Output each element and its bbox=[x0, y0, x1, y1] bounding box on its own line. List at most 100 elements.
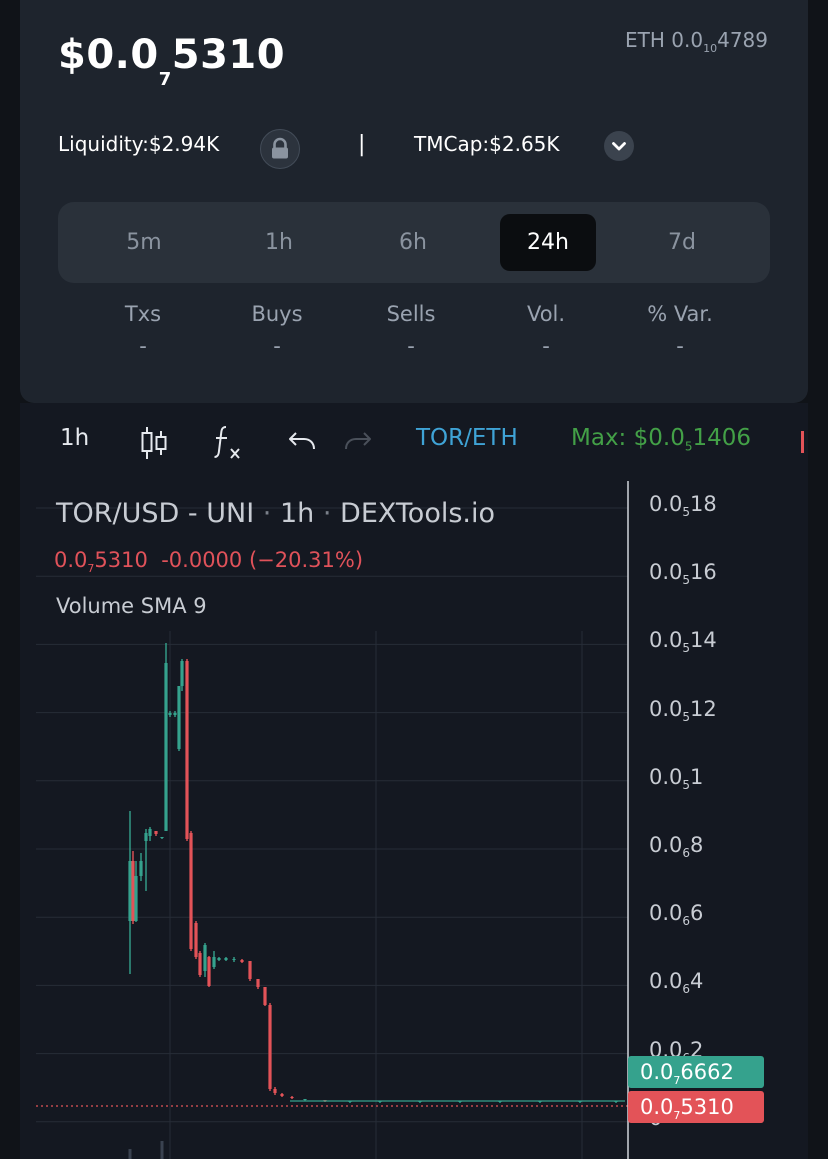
current-price-zero-count: 7 bbox=[673, 1109, 681, 1123]
metric-sells: Sells - bbox=[351, 302, 471, 358]
price-axis-label: 0.0518 bbox=[649, 492, 717, 520]
metric-label: % Var. bbox=[647, 302, 713, 326]
max-price-zero-count: 5 bbox=[684, 439, 693, 454]
metric-buys: Buys - bbox=[217, 302, 337, 358]
undo-icon[interactable] bbox=[286, 427, 318, 457]
price-axis-label: 0.0516 bbox=[649, 560, 717, 588]
candlestick-icon[interactable] bbox=[138, 423, 170, 463]
volume-bar bbox=[160, 1141, 164, 1159]
candle-body bbox=[198, 953, 202, 975]
timeframe-tabs: 5m 1h 6h 24h 7d bbox=[58, 202, 770, 283]
tmcap-value: $2.65K bbox=[489, 132, 560, 156]
liquidity-value: $2.94K bbox=[148, 132, 220, 156]
price-axis-label: 0.051 bbox=[649, 764, 704, 792]
eth-price: ETH 0.0104789 bbox=[625, 28, 768, 55]
tab-5m[interactable]: 5m bbox=[126, 230, 162, 255]
candle-body bbox=[189, 833, 193, 949]
price-chart-panel: 1h TOR/ETH Max: $0.051406 bbox=[20, 403, 808, 1159]
token-summary-card: $0.075310 ETH 0.0104789 Liquidity:$2.94K… bbox=[20, 0, 808, 403]
candle-body bbox=[248, 961, 252, 979]
stat-separator: | bbox=[358, 132, 366, 157]
max-price: Max: $0.051406 bbox=[571, 425, 751, 454]
candle-body bbox=[148, 829, 152, 836]
tab-24h[interactable]: 24h bbox=[500, 214, 596, 271]
tmcap-dropdown-button[interactable] bbox=[604, 131, 634, 161]
legend-symbol: TOR/USD bbox=[56, 498, 180, 529]
candle-body bbox=[212, 957, 216, 967]
tab-1h[interactable]: 1h bbox=[265, 230, 293, 255]
tmcap-stat: TMCap:$2.65K bbox=[414, 132, 560, 156]
volume-indicator-label: Volume SMA 9 bbox=[56, 594, 207, 618]
candle-body bbox=[173, 713, 177, 715]
tab-7d[interactable]: 7d bbox=[668, 230, 696, 255]
metric-value: - bbox=[273, 334, 281, 358]
candle-body bbox=[217, 958, 221, 960]
token-price: $0.075310 bbox=[58, 32, 286, 90]
redo-icon[interactable] bbox=[342, 427, 374, 457]
metric-label: Buys bbox=[251, 302, 303, 326]
price-axis-label: 0.0514 bbox=[649, 628, 717, 656]
lock-button[interactable] bbox=[260, 129, 300, 169]
candle-body bbox=[256, 979, 260, 987]
price-zero-count: 7 bbox=[158, 69, 172, 90]
last-price-zero-count: 7 bbox=[673, 1074, 681, 1088]
candle-body bbox=[207, 957, 211, 986]
legend-interval: 1h bbox=[279, 498, 315, 529]
price-tail: 5310 bbox=[171, 32, 286, 78]
candle-body bbox=[303, 1099, 307, 1100]
legend-exchange: UNI bbox=[206, 498, 255, 529]
last-price-prefix: 0.0 bbox=[640, 1060, 674, 1084]
eth-price-prefix: ETH 0.0 bbox=[625, 28, 704, 52]
liquidity-label: Liquidity: bbox=[58, 132, 149, 156]
candle-body bbox=[203, 945, 207, 971]
chart-legend-title: TOR/USD - UNI · 1h · DEXTools.io bbox=[56, 498, 495, 529]
candle-body bbox=[290, 1097, 294, 1098]
candle-body bbox=[177, 686, 181, 749]
metric-label: Vol. bbox=[526, 302, 566, 326]
eth-price-tail: 4789 bbox=[717, 28, 768, 52]
current-price-prefix: 0.0 bbox=[640, 1095, 674, 1119]
candle-body bbox=[232, 959, 236, 960]
toolbar-overflow-marker bbox=[801, 431, 804, 453]
candlestick-plot[interactable]: TOR/USD - UNI · 1h · DEXTools.io 0.07531… bbox=[20, 481, 808, 1159]
legend-dot: · bbox=[322, 498, 332, 529]
metric-label: Txs bbox=[124, 302, 162, 326]
chart-toolbar: 1h TOR/ETH Max: $0.051406 bbox=[20, 403, 808, 481]
candle-body bbox=[263, 987, 267, 1005]
legend-price-zero-count: 7 bbox=[87, 562, 95, 576]
candle-body bbox=[128, 861, 132, 921]
lock-icon bbox=[272, 137, 288, 159]
legend-price: 0.075310 -0.0000 (−20.31%) bbox=[54, 548, 363, 575]
current-price-tail: 5310 bbox=[680, 1095, 734, 1119]
eth-price-zero-count: 10 bbox=[703, 42, 718, 55]
tab-6h[interactable]: 6h bbox=[399, 230, 427, 255]
candle-body bbox=[154, 831, 158, 834]
candle-body bbox=[194, 923, 198, 957]
legend-dash: - bbox=[187, 498, 198, 529]
candle-body bbox=[131, 861, 135, 921]
candle-body bbox=[268, 1005, 272, 1089]
fx-icon[interactable] bbox=[212, 421, 246, 463]
interval-selector[interactable]: 1h bbox=[60, 425, 90, 451]
candle-body bbox=[164, 663, 168, 831]
last-price-tag: 0.076662 bbox=[628, 1056, 764, 1088]
metric-txs: Txs - bbox=[83, 302, 203, 358]
pair-selector[interactable]: TOR/ETH bbox=[416, 425, 518, 451]
candle-body bbox=[134, 876, 138, 921]
tmcap-label: TMCap: bbox=[414, 132, 490, 156]
legend-price-prefix: 0.0 bbox=[54, 548, 88, 572]
metric-value: - bbox=[542, 334, 550, 358]
metric-volume: Vol. - bbox=[486, 302, 606, 358]
metric-value: - bbox=[676, 334, 684, 358]
liquidity-stat: Liquidity:$2.94K bbox=[58, 132, 219, 156]
plot-canvas bbox=[36, 481, 629, 1159]
price-axis-label: 0.0512 bbox=[649, 696, 717, 724]
legend-price-tail: 5310 bbox=[94, 548, 148, 572]
price-axis-label: 0.066 bbox=[649, 901, 704, 929]
candle-body bbox=[180, 661, 184, 686]
volume-bar bbox=[128, 1149, 132, 1159]
metric-value: - bbox=[407, 334, 415, 358]
price-axis-label: 0.068 bbox=[649, 833, 704, 861]
candle-body bbox=[280, 1094, 284, 1096]
metric-label: Sells bbox=[386, 302, 436, 326]
